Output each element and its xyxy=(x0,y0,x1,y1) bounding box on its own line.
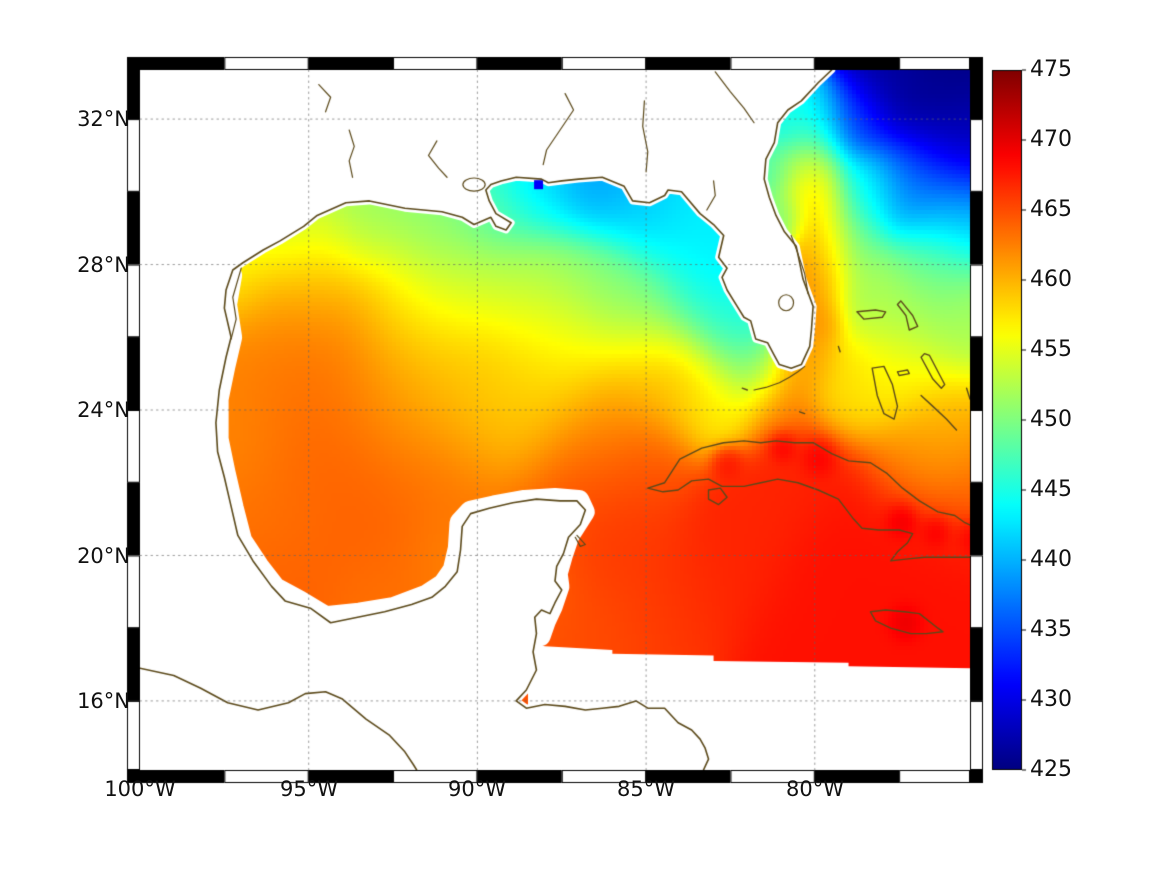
colorbar-tick-label: 430 xyxy=(1030,687,1072,712)
lon-tick-label: 100°W xyxy=(104,777,176,801)
colorbar-tick-label: 435 xyxy=(1030,617,1072,642)
colorbar-tick-label: 475 xyxy=(1030,57,1072,82)
colorbar-tick-label: 440 xyxy=(1030,547,1072,572)
colorbar-tick-label: 455 xyxy=(1030,337,1072,362)
lon-tick-label: 95°W xyxy=(280,777,338,801)
lat-tick-label: 20°N xyxy=(77,544,130,568)
lat-tick-label: 32°N xyxy=(77,107,130,131)
colorbar-tick-label: 425 xyxy=(1030,757,1072,782)
colorbar-tick-label: 465 xyxy=(1030,197,1072,222)
lon-tick-label: 90°W xyxy=(448,777,506,801)
colorbar-tick-label: 460 xyxy=(1030,267,1072,292)
colorbar-tick-label: 445 xyxy=(1030,477,1072,502)
lat-tick-label: 28°N xyxy=(77,253,130,277)
lon-tick-label: 80°W xyxy=(786,777,844,801)
colorbar-tick-label: 470 xyxy=(1030,127,1072,152)
lat-tick-label: 24°N xyxy=(77,398,130,422)
lat-tick-label: 16°N xyxy=(77,689,130,713)
colorbar-tick-label: 450 xyxy=(1030,407,1072,432)
lon-tick-label: 85°W xyxy=(617,777,675,801)
